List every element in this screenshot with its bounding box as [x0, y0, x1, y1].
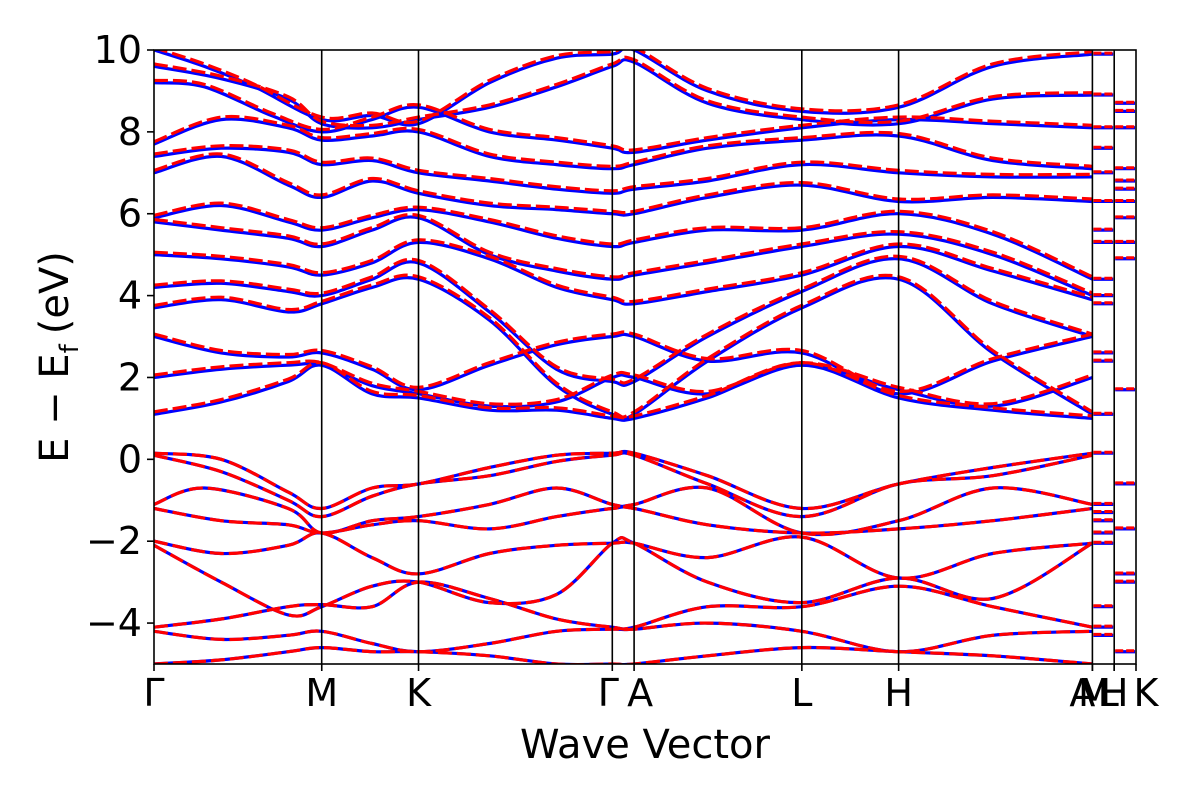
x-tick-label: Γ [598, 671, 619, 715]
y-tick-label: 10 [94, 28, 142, 72]
band-line-blue [154, 81, 1093, 155]
y-axis-title: E − Ef (eV) [32, 251, 85, 463]
band-line-red-dashed [154, 152, 1093, 215]
x-tick-label: H [884, 671, 913, 715]
x-tick-label: Γ [143, 671, 164, 715]
band-line-red-dashed [154, 330, 1093, 394]
x-tick-label: L [1098, 671, 1119, 715]
y-tick-label: 2 [118, 355, 142, 399]
band-line-red-dashed [154, 144, 1093, 193]
band-line-red-dashed [154, 531, 1093, 580]
y-tick-label: −2 [86, 519, 142, 563]
y-axis-title-unit: (eV) [32, 251, 78, 334]
x-tick-label: K [1134, 671, 1160, 715]
x-tick-label: A [1069, 671, 1095, 715]
band-line-blue [154, 146, 1093, 195]
x-tick-label: M [1078, 671, 1111, 715]
y-tick-label: 4 [118, 274, 142, 318]
y-axis-title-subscript: f [55, 343, 85, 353]
band-line-red-dashed [154, 201, 1094, 279]
x-tick-label: K [406, 671, 432, 715]
plot-frame [153, 49, 1137, 665]
y-tick-label: 6 [118, 192, 142, 236]
y-tick-labels: 10 8 6 4 2 0 −2 −4 [86, 28, 154, 645]
x-tick-label: M [305, 671, 338, 715]
band-line-red-dashed [154, 78, 1093, 152]
plot-area [153, 49, 1137, 665]
x-tick-label: H [1100, 671, 1129, 715]
y-tick-label: −4 [86, 601, 142, 645]
band-line-blue [154, 154, 1093, 217]
y-axis-title-main: E − E [32, 353, 78, 463]
band-line-red-dashed [154, 449, 1093, 511]
y-tick-label: 0 [118, 437, 142, 481]
band-line-red-dashed [154, 360, 1093, 420]
x-tick-label: A [627, 671, 653, 715]
y-tick-label: 8 [118, 110, 142, 154]
x-tick-label: L [791, 671, 812, 715]
x-axis-title: Wave Vector [520, 722, 771, 768]
